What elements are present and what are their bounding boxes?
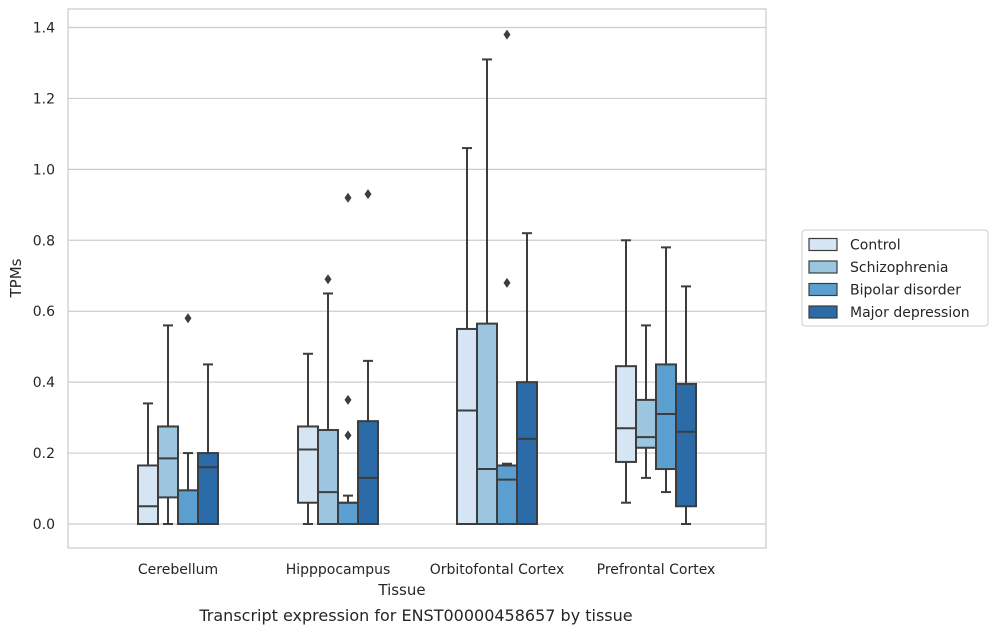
y-axis-label: TPMs (7, 258, 25, 298)
legend: Control Schizophrenia Bipolar disorder Majo… (801, 229, 989, 327)
box-body (516, 381, 538, 525)
chart-caption: Transcript expression for ENST0000045865… (199, 606, 633, 625)
legend-swatch (808, 305, 838, 319)
y-tick-labels: 0.0 0.2 0.4 0.6 0.8 1.0 1.2 1.4 (33, 21, 55, 534)
box-body (137, 464, 159, 525)
box-schizophrenia-3 (635, 324, 657, 479)
legend-frame (801, 229, 989, 327)
box-body (496, 464, 518, 525)
y-tick-label: 1.0 (33, 162, 55, 178)
box-control-1 (297, 352, 319, 525)
box-body (476, 322, 498, 526)
box-body (456, 327, 478, 526)
y-tick-label: 0.4 (33, 375, 55, 391)
box-body (635, 398, 657, 449)
plot-area-frame (67, 8, 767, 549)
box-schizophrenia-0 (157, 324, 179, 525)
outlier-point (344, 394, 352, 405)
box-bipolar-disorder-2 (496, 29, 518, 525)
box-major-depression-1 (357, 189, 379, 525)
y-tick-label: 1.2 (33, 91, 55, 107)
box-schizophrenia-1 (317, 274, 339, 526)
box-major-depression-0 (197, 363, 219, 526)
outlier-point (344, 192, 352, 203)
y-tick-label: 0.0 (33, 517, 55, 533)
outlier-point (503, 277, 511, 288)
legend-label: Control (850, 238, 901, 254)
x-tick-label: Cerebellum (138, 562, 218, 578)
boxes (137, 29, 697, 526)
box-bipolar-disorder-3 (655, 246, 677, 494)
x-tick-labels: Cerebellum Hipppocampus Orbitofontal Corte… (138, 562, 715, 578)
box-body (357, 420, 379, 525)
box-body (197, 452, 219, 526)
x-tick-label: Orbitofontal Cortex (430, 562, 565, 578)
legend-swatch (808, 260, 838, 274)
legend-swatch (808, 237, 838, 252)
box-control-2 (456, 147, 478, 526)
legend-swatch (808, 282, 838, 297)
outlier-point (324, 274, 332, 285)
box-major-depression-2 (516, 232, 538, 525)
y-tick-label: 0.8 (33, 233, 55, 249)
box-body (317, 429, 339, 526)
y-tick-label: 1.4 (33, 21, 55, 37)
box-major-depression-3 (675, 285, 697, 525)
box-bipolar-disorder-0 (177, 313, 199, 525)
outlier-point (364, 189, 372, 200)
box-schizophrenia-2 (476, 58, 498, 526)
x-tick-label: Hipppocampus (286, 562, 391, 578)
box-body (655, 363, 677, 471)
box-bipolar-disorder-1 (337, 192, 359, 526)
legend-label: Bipolar disorder (850, 283, 961, 299)
box-control-0 (137, 402, 159, 525)
box-body (615, 365, 637, 463)
outlier-point (344, 430, 352, 441)
x-axis-label: Tissue (377, 581, 425, 599)
box-body (337, 501, 359, 526)
box-body (675, 382, 697, 508)
box-body (177, 489, 199, 525)
box-body (297, 425, 319, 504)
legend-label: Schizophrenia (850, 260, 948, 276)
legend-label: Major depression (850, 305, 970, 321)
x-tick-label: Prefrontal Cortex (597, 562, 716, 578)
box-body (157, 425, 179, 499)
box-control-3 (615, 239, 637, 504)
outlier-point (184, 313, 192, 324)
y-tick-label: 0.6 (33, 304, 55, 320)
y-tick-label: 0.2 (33, 446, 55, 462)
outlier-point (503, 29, 511, 40)
